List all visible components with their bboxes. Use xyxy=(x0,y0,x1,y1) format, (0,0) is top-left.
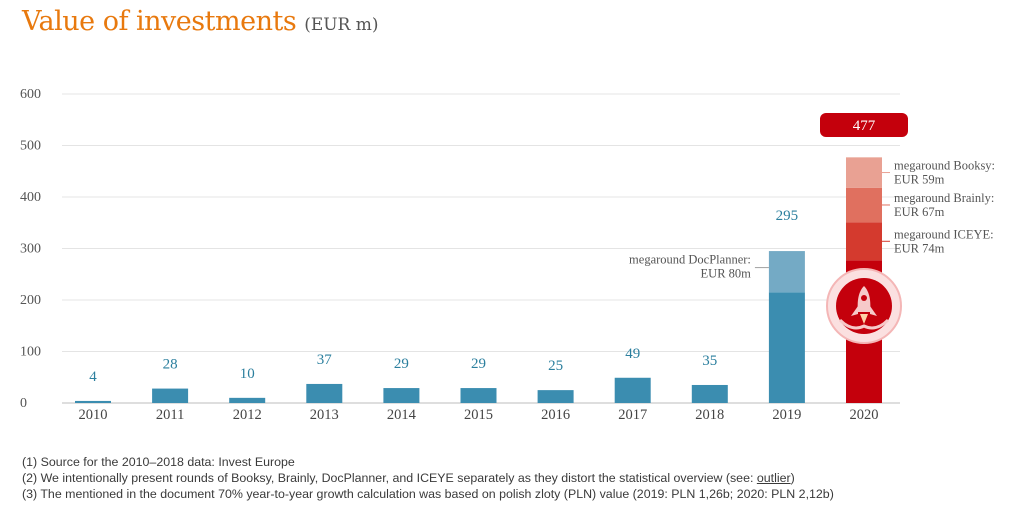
grid-lines xyxy=(62,93,900,404)
value-badge-2020 xyxy=(820,113,908,137)
x-tick-label: 2015 xyxy=(464,407,493,423)
x-tick-label: 2010 xyxy=(79,407,108,423)
x-tick-label: 2019 xyxy=(772,407,801,423)
y-tick-label: 300 xyxy=(20,242,41,257)
annotation-0-line2: EUR 74m xyxy=(894,241,945,255)
bar-2010 xyxy=(75,400,111,403)
y-tick-label: 200 xyxy=(20,293,41,308)
x-tick-label: 2012 xyxy=(233,407,262,423)
outlier-link[interactable]: outlier xyxy=(756,471,791,485)
x-tick-label: 2017 xyxy=(618,407,647,423)
bar-2012 xyxy=(229,397,266,403)
x-tick-label: 2013 xyxy=(310,407,339,423)
bar-segment-2019-0 xyxy=(768,251,805,293)
y-axis: 0 100 200 300 400 500 600 xyxy=(20,87,41,411)
value-label-2020: 477 xyxy=(853,118,876,134)
annotation-2-line2: EUR 59m xyxy=(894,173,945,187)
value-label-2010: 4 xyxy=(89,369,97,385)
x-tick-label: 2016 xyxy=(541,407,570,423)
chart-title-unit: (EUR m) xyxy=(304,15,379,35)
annotation-2-line1: megaround Booksy: xyxy=(894,159,995,173)
bar-2011 xyxy=(152,388,189,403)
value-label-2014: 29 xyxy=(394,356,409,372)
chart-title: Value of investments (EUR m) xyxy=(22,6,379,37)
x-tick-label: 2020 xyxy=(850,407,879,423)
footnote-2-end: ) xyxy=(790,471,795,485)
bar-segment-2020-1 xyxy=(846,187,882,223)
x-tick-label: 2011 xyxy=(156,407,184,423)
bar-2015 xyxy=(460,388,497,403)
annotation-1-line2: EUR 67m xyxy=(894,205,945,219)
x-axis: 2010 2011 2012 2013 2014 2015 2016 2017 2018 2019… xyxy=(79,407,879,423)
annotation-1-line1: megaround Brainly: xyxy=(894,191,994,205)
bar-2019 xyxy=(768,292,805,403)
y-tick-label: 100 xyxy=(20,345,41,360)
bar-segment-2020-2 xyxy=(846,157,882,188)
y-tick-label: 600 xyxy=(20,87,41,102)
value-label-2019: 295 xyxy=(776,208,799,224)
value-label-2011: 28 xyxy=(163,357,178,373)
y-tick-label: 0 xyxy=(20,396,27,411)
value-label-2018: 35 xyxy=(702,353,717,369)
annotation-docplanner-line1: megaround DocPlanner: xyxy=(629,253,751,267)
footnote-3: (3) The mentioned in the document 70% ye… xyxy=(22,487,834,501)
bar-segment-2020-0 xyxy=(846,222,882,261)
bar-2018 xyxy=(691,384,728,403)
bar-2013 xyxy=(306,383,343,403)
bar-chart: 0 100 200 300 400 500 600 4 28 10 37 29 29 25 49 35 295… xyxy=(20,87,995,423)
annotation-docplanner-line2: EUR 80m xyxy=(701,267,752,281)
value-label-2013: 37 xyxy=(317,352,333,368)
footnote-2-text: (2) We intentionally present rounds of B… xyxy=(22,471,757,485)
value-label-2015: 29 xyxy=(471,356,486,372)
value-label-2016: 25 xyxy=(548,358,563,374)
y-tick-label: 400 xyxy=(20,190,41,205)
x-tick-label: 2018 xyxy=(695,407,724,423)
rocket-icon xyxy=(826,268,902,344)
bar-2016 xyxy=(537,390,574,403)
annotation-0-line1: megaround ICEYE: xyxy=(894,227,994,241)
bar-2014 xyxy=(383,388,420,403)
footnote-1: (1) Source for the 2010–2018 data: Inves… xyxy=(22,455,295,469)
footnote-2: (2) We intentionally present rounds of B… xyxy=(22,470,834,486)
x-tick-label: 2014 xyxy=(387,407,417,423)
value-label-2012: 10 xyxy=(240,366,255,382)
value-label-2017: 49 xyxy=(625,346,640,362)
bar-2017 xyxy=(614,377,651,403)
chart-title-main: Value of investments xyxy=(22,6,297,37)
stack-annotations: megaround DocPlanner:EUR 80m megaround IC… xyxy=(629,159,995,281)
footnotes: (1) Source for the 2010–2018 data: Inves… xyxy=(22,454,834,502)
value-labels: 4 28 10 37 29 29 25 49 35 295 477 xyxy=(89,113,908,385)
y-tick-label: 500 xyxy=(20,139,41,154)
